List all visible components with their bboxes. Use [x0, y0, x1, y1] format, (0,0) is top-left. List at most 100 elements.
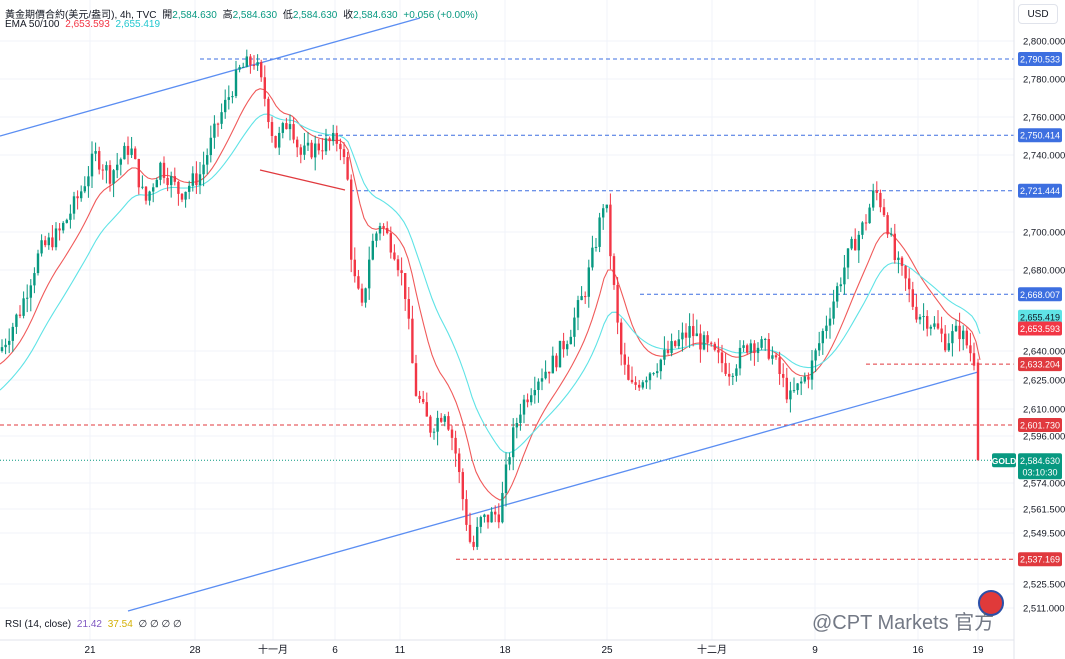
candle-body	[670, 341, 673, 353]
trend-lines	[0, 17, 979, 612]
candle-body	[800, 381, 803, 384]
candle-body	[148, 191, 151, 201]
candle-body	[958, 325, 961, 340]
candle-body	[778, 357, 781, 375]
candle-body	[476, 526, 479, 547]
candle-body	[580, 296, 583, 301]
time-axis-tick-label: 25	[601, 645, 613, 656]
candle-body	[288, 124, 292, 130]
candle-body	[173, 176, 176, 182]
candle-body	[540, 378, 544, 382]
candle-body	[828, 318, 832, 326]
candle-body	[454, 437, 457, 454]
candles	[0, 49, 980, 551]
price-axis-tick-label: 2,740.000	[1023, 151, 1065, 162]
candle-body	[195, 173, 198, 186]
candle-body	[954, 325, 958, 332]
level-price-label: 2,601.730	[1020, 420, 1060, 430]
level-price-label: 2,633.204	[1020, 360, 1060, 370]
level-price-label: 2,537.169	[1020, 555, 1060, 565]
candle-body	[785, 377, 788, 400]
level-price-label: 2,668.007	[1020, 290, 1060, 300]
candle-body	[508, 457, 511, 465]
price-axis-tick-label: 2,596.000	[1023, 432, 1065, 443]
candle-body	[710, 342, 713, 344]
candle-body	[404, 273, 407, 300]
candle-body	[918, 316, 922, 320]
price-axis-tick-label: 2,680.000	[1023, 266, 1065, 277]
candle-body	[332, 132, 335, 142]
ema100-line	[0, 113, 981, 454]
candle-body	[890, 233, 893, 235]
candle-body	[857, 234, 860, 251]
price-axis-tick-label: 2,525.500	[1023, 580, 1065, 591]
level-price-tag	[1018, 183, 1062, 198]
candle-body	[782, 374, 785, 378]
candle-body	[450, 429, 454, 438]
candle-body	[522, 399, 526, 415]
candle-body	[652, 373, 655, 375]
candle-body	[65, 219, 68, 223]
candle-body	[15, 314, 18, 327]
ohlc-open-label: 開	[162, 10, 173, 21]
candle-body	[389, 233, 392, 253]
currency-button[interactable]: USD	[1018, 4, 1058, 24]
candle-body	[436, 417, 439, 432]
candle-body	[558, 340, 562, 368]
candle-body	[497, 514, 500, 523]
candle-body	[177, 181, 180, 194]
candle-body	[940, 328, 943, 334]
time-axis-tick-label: 28	[189, 645, 201, 656]
candle-body	[886, 215, 889, 235]
candle-body	[180, 193, 184, 200]
candle-body	[159, 162, 162, 180]
candle-body	[76, 196, 79, 199]
price-axis-tick-label: 2,640.000	[1023, 347, 1065, 358]
candle-body	[472, 541, 475, 547]
candle-body	[116, 164, 119, 171]
candle-body	[479, 517, 482, 527]
candle-body	[198, 174, 202, 186]
candle-body	[936, 323, 940, 329]
ohlc-high-value: 2,584.630	[232, 10, 278, 21]
candle-body	[425, 402, 428, 417]
candle-body	[220, 112, 223, 124]
watermark-text: @CPT Markets 官方	[812, 612, 995, 634]
candle-body	[238, 67, 241, 70]
candle-body	[594, 246, 598, 248]
candle-body	[0, 347, 4, 351]
candle-body	[591, 247, 594, 268]
candle-body	[429, 416, 432, 433]
ema-legend[interactable]: EMA 50/100 2,653.593 2,655.419	[5, 19, 163, 30]
candle-body	[627, 364, 630, 380]
candle-body	[605, 204, 608, 209]
candle-body	[8, 340, 11, 345]
candle-body	[216, 123, 220, 125]
ohlc-high-label: 高	[222, 10, 233, 21]
ema-price-label: 2,655.419	[1020, 312, 1060, 322]
candle-body	[231, 96, 234, 98]
candle-body	[278, 132, 281, 148]
price-axis[interactable]: 2,800.000 2,780.000 2,760.000 2,740.000 2,70…	[1013, 0, 1065, 659]
symbol-legend[interactable]: 黃金期價合約(美元/盎司), 4h, TVC 開2,584.630 高2,584…	[5, 6, 481, 21]
candle-body	[692, 326, 695, 337]
candle-body	[904, 265, 907, 279]
candle-body	[375, 233, 378, 241]
candle-body	[440, 417, 443, 422]
horizontal-levels	[0, 58, 1014, 560]
candle-body	[249, 56, 252, 66]
candle-body	[677, 339, 680, 347]
candle-body	[206, 155, 209, 165]
candle-body	[126, 145, 130, 155]
candle-body	[328, 138, 331, 142]
candle-body	[537, 381, 540, 390]
time-axis[interactable]: 21 28 十一月 6 11 18 25 十二月 9 16 19	[0, 639, 1014, 656]
rsi-legend[interactable]: RSI (14, close) 21.42 37.54 ∅ ∅ ∅ ∅	[5, 619, 185, 630]
candle-body	[80, 191, 83, 199]
candle-body	[342, 149, 346, 158]
candle-body	[620, 322, 623, 355]
candle-body	[105, 165, 108, 171]
candle-body	[638, 384, 641, 388]
candle-body	[170, 176, 173, 186]
